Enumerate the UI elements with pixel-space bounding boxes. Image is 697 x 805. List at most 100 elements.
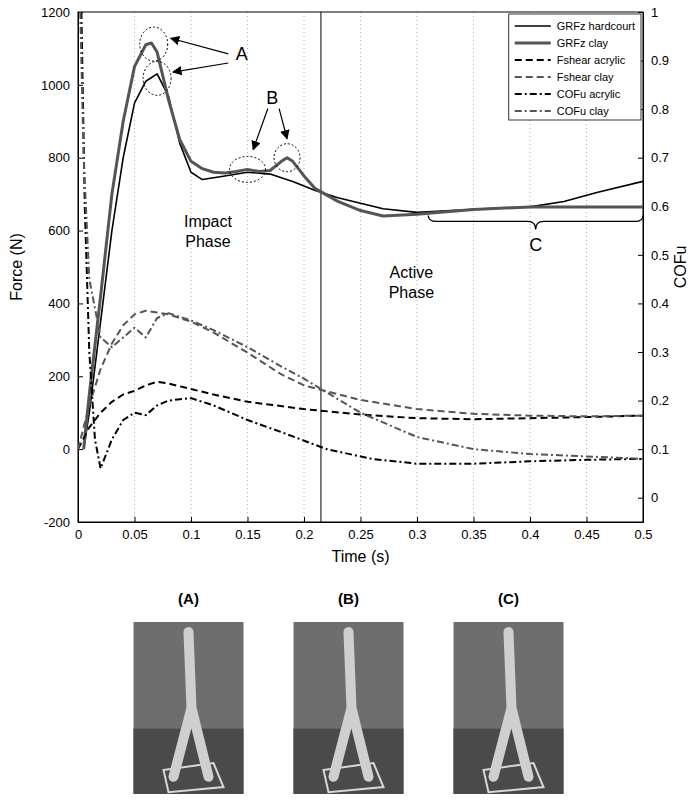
series-line xyxy=(80,12,643,459)
tick: 1200 xyxy=(41,5,83,20)
tick-label: 0 xyxy=(651,490,658,505)
panel-label: (C) xyxy=(498,590,519,607)
tick: 0.5 xyxy=(638,248,669,263)
photo-figure xyxy=(494,632,529,777)
tick-mark xyxy=(474,517,475,522)
tick-label: 0.4 xyxy=(521,527,539,542)
tick: 0.3 xyxy=(638,345,669,360)
tick: 0.2 xyxy=(638,393,669,408)
panel-label: (A) xyxy=(178,590,199,607)
tick-label: 0.8 xyxy=(651,102,669,117)
tick-label: 600 xyxy=(48,223,70,238)
axis-line xyxy=(79,522,644,523)
legend-swatch xyxy=(515,110,551,112)
photo xyxy=(134,622,244,794)
tick-label: 1000 xyxy=(41,78,70,93)
legend: GRFz hardcourtGRFz clayFshear acrylicFsh… xyxy=(509,14,641,120)
photo-figure xyxy=(334,632,369,777)
annotation: ActivePhase xyxy=(389,264,434,301)
tick-label: 0.2 xyxy=(295,527,313,542)
tick: 0.9 xyxy=(638,53,669,68)
tick-label: 0.1 xyxy=(651,442,669,457)
highlight-circle xyxy=(143,61,171,95)
tick-mark xyxy=(135,517,136,522)
tick: -200 xyxy=(44,515,83,530)
tick-mark xyxy=(638,352,643,353)
legend-box xyxy=(509,14,641,120)
tick-mark xyxy=(78,303,83,304)
legend-swatch xyxy=(515,25,551,27)
grid-line xyxy=(360,12,361,522)
y-axis: -200020040060080010001200 xyxy=(41,5,83,530)
tick-label: 0.5 xyxy=(634,527,652,542)
x-axis: 0 0.05 0.1 0.15 0.2 0.25 0.3 0.35 0.4 0.45 0.5 xyxy=(75,517,653,542)
legend-label: COFu clay xyxy=(557,105,609,117)
tick-label: 200 xyxy=(48,369,70,384)
tick: 0.2 xyxy=(295,517,313,542)
grid-line xyxy=(304,12,305,522)
annotation: A xyxy=(236,44,248,64)
tick-label: 0 xyxy=(75,527,82,542)
tick-label: 0.05 xyxy=(122,527,147,542)
annotation: ImpactPhase xyxy=(184,213,233,250)
tick: 0.4 xyxy=(638,296,669,311)
tick: 0.4 xyxy=(521,517,539,542)
tick-mark xyxy=(78,158,83,159)
tick-mark xyxy=(417,517,418,522)
grid-line xyxy=(247,12,248,522)
tick: 0.1 xyxy=(638,442,669,457)
annotation: C xyxy=(529,235,542,255)
tick-label: 400 xyxy=(48,296,70,311)
legend-label: GRFz hardcourt xyxy=(557,20,635,32)
series-line xyxy=(78,382,643,449)
photo xyxy=(454,622,564,794)
tick: 0.8 xyxy=(638,102,669,117)
tick-mark xyxy=(638,498,643,499)
tick: 0.05 xyxy=(122,517,147,542)
tick-label: 0.15 xyxy=(235,527,260,542)
tick: 0 xyxy=(638,490,658,505)
panel-label: (B) xyxy=(338,590,359,607)
arrow xyxy=(173,63,228,72)
tick-label: 0.6 xyxy=(651,199,669,214)
tick: 1000 xyxy=(41,78,83,93)
y2-axis-title: COFu xyxy=(672,246,689,289)
tick-label: 0.9 xyxy=(651,53,669,68)
photo-panel: (B) xyxy=(294,590,404,794)
legend-label: Fshear clay xyxy=(557,71,614,83)
tick-label: 0.45 xyxy=(574,527,599,542)
tick-mark xyxy=(638,158,643,159)
tick-label: 0 xyxy=(63,442,70,457)
tick-mark xyxy=(638,303,643,304)
tick-mark xyxy=(361,517,362,522)
tick-mark xyxy=(78,231,83,232)
grid-line xyxy=(473,12,474,522)
tick-label: -200 xyxy=(44,515,70,530)
photo-panel: (C) xyxy=(454,590,564,794)
tick-mark xyxy=(638,449,643,450)
tick-label: 1 xyxy=(651,5,658,20)
tick: 400 xyxy=(48,296,83,311)
series-line xyxy=(78,311,643,449)
legend-label: COFu acrylic xyxy=(557,88,621,100)
tick: 0.1 xyxy=(182,517,200,542)
tick-label: 0.3 xyxy=(651,345,669,360)
annotation: B xyxy=(266,88,278,108)
tick-label: 0.7 xyxy=(651,150,669,165)
tick: 600 xyxy=(48,223,83,238)
tick-label: 0.25 xyxy=(348,527,373,542)
tick-label: 0.4 xyxy=(651,296,669,311)
legend-label: Fshear acrylic xyxy=(557,54,626,66)
photo-panel: (A) xyxy=(134,590,244,794)
tick-mark xyxy=(304,517,305,522)
tick-label: 0.35 xyxy=(461,527,486,542)
tick-mark xyxy=(530,517,531,522)
tick-label: 0.3 xyxy=(408,527,426,542)
tick-mark xyxy=(78,376,83,377)
tick-mark xyxy=(248,517,249,522)
series-line xyxy=(81,12,643,469)
tick-mark xyxy=(638,255,643,256)
tick: 0.15 xyxy=(235,517,260,542)
tick-label: 0.1 xyxy=(182,527,200,542)
arrow xyxy=(279,109,287,139)
